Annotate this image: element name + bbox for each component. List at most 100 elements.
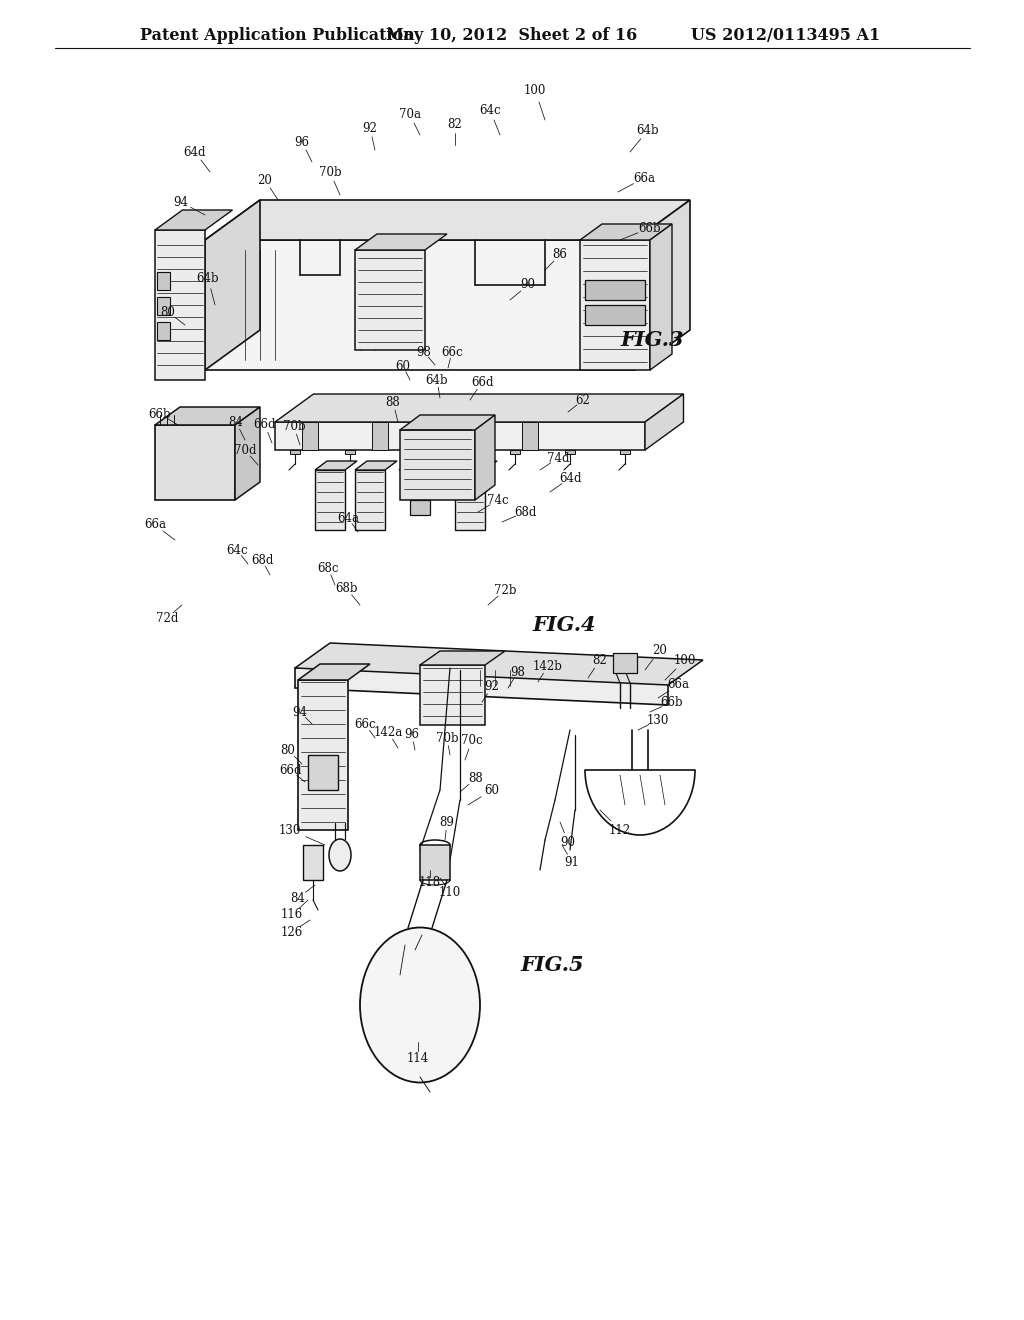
Text: 70a: 70a — [399, 108, 421, 121]
Text: 68d: 68d — [251, 553, 273, 566]
Text: 64b: 64b — [637, 124, 659, 136]
Text: US 2012/0113495 A1: US 2012/0113495 A1 — [691, 28, 880, 45]
Polygon shape — [157, 322, 170, 341]
Polygon shape — [355, 470, 385, 531]
Text: 96: 96 — [295, 136, 309, 149]
Text: 130: 130 — [279, 824, 301, 837]
Text: 66d: 66d — [279, 763, 301, 776]
Polygon shape — [345, 450, 355, 454]
Polygon shape — [295, 668, 668, 705]
Text: 80: 80 — [161, 305, 175, 318]
Text: 70b: 70b — [435, 731, 459, 744]
Text: 88: 88 — [386, 396, 400, 408]
Polygon shape — [295, 643, 703, 685]
Polygon shape — [455, 450, 465, 454]
Polygon shape — [372, 422, 388, 450]
Polygon shape — [522, 422, 538, 450]
Text: 116: 116 — [281, 908, 303, 921]
Text: 70b: 70b — [318, 165, 341, 178]
Polygon shape — [645, 393, 683, 450]
Polygon shape — [580, 240, 650, 370]
Polygon shape — [455, 470, 485, 531]
Text: 72d: 72d — [156, 611, 178, 624]
Text: 142a: 142a — [374, 726, 402, 738]
Text: 66a: 66a — [667, 678, 689, 692]
Text: 84: 84 — [228, 416, 244, 429]
Text: 114: 114 — [407, 1052, 429, 1064]
Text: 64d: 64d — [183, 145, 206, 158]
Polygon shape — [510, 450, 520, 454]
Text: 20: 20 — [258, 173, 272, 186]
Polygon shape — [420, 651, 505, 665]
Polygon shape — [155, 230, 205, 380]
Polygon shape — [315, 470, 345, 531]
Polygon shape — [420, 845, 450, 880]
Text: 92: 92 — [362, 121, 378, 135]
Text: 66b: 66b — [639, 222, 662, 235]
Text: 84: 84 — [291, 891, 305, 904]
Text: 62: 62 — [575, 393, 591, 407]
Polygon shape — [205, 201, 690, 240]
Polygon shape — [234, 407, 260, 500]
Text: 88: 88 — [469, 771, 483, 784]
Polygon shape — [298, 664, 370, 680]
Text: 66c: 66c — [354, 718, 376, 730]
Polygon shape — [155, 407, 260, 425]
Text: 66c: 66c — [441, 346, 463, 359]
Ellipse shape — [360, 928, 480, 1082]
Polygon shape — [290, 450, 300, 454]
Text: 94: 94 — [293, 705, 307, 718]
Text: 60: 60 — [395, 359, 411, 372]
Text: FIG.4: FIG.4 — [532, 615, 596, 635]
Polygon shape — [205, 240, 635, 370]
Text: 82: 82 — [447, 119, 463, 132]
Polygon shape — [455, 461, 497, 470]
Polygon shape — [580, 224, 672, 240]
Text: FIG.3: FIG.3 — [620, 330, 683, 350]
Polygon shape — [410, 500, 430, 515]
Polygon shape — [302, 422, 318, 450]
Polygon shape — [650, 224, 672, 370]
Text: 82: 82 — [593, 653, 607, 667]
Polygon shape — [400, 430, 475, 500]
Polygon shape — [613, 653, 637, 673]
Polygon shape — [585, 280, 645, 300]
Text: 64b: 64b — [426, 374, 449, 387]
Polygon shape — [157, 272, 170, 290]
Text: 74c: 74c — [487, 494, 509, 507]
Polygon shape — [275, 393, 683, 422]
Text: 89: 89 — [439, 816, 455, 829]
Text: 110: 110 — [439, 886, 461, 899]
Text: 60: 60 — [484, 784, 500, 796]
Text: 72b: 72b — [494, 583, 516, 597]
Text: May 10, 2012  Sheet 2 of 16: May 10, 2012 Sheet 2 of 16 — [386, 28, 638, 45]
Polygon shape — [620, 450, 630, 454]
Polygon shape — [452, 422, 468, 450]
Polygon shape — [275, 422, 645, 450]
Text: 68c: 68c — [317, 561, 339, 574]
Polygon shape — [298, 680, 348, 830]
Text: 74d: 74d — [547, 451, 569, 465]
Polygon shape — [400, 450, 410, 454]
Text: 70c: 70c — [461, 734, 482, 747]
Polygon shape — [205, 201, 260, 370]
Text: 86: 86 — [553, 248, 567, 261]
Polygon shape — [585, 305, 645, 325]
Text: FIG.5: FIG.5 — [520, 954, 584, 975]
Text: 126: 126 — [281, 925, 303, 939]
Text: 66a: 66a — [633, 172, 655, 185]
Polygon shape — [565, 450, 575, 454]
Text: 66a: 66a — [144, 519, 166, 532]
Text: 20: 20 — [652, 644, 668, 656]
Text: 70d: 70d — [233, 444, 256, 457]
Text: 130: 130 — [647, 714, 670, 726]
Polygon shape — [355, 234, 447, 249]
Text: Patent Application Publication: Patent Application Publication — [140, 28, 415, 45]
Text: 100: 100 — [524, 83, 546, 96]
Text: 100: 100 — [674, 653, 696, 667]
Polygon shape — [400, 414, 495, 430]
Text: 64a: 64a — [337, 511, 359, 524]
Text: 98: 98 — [511, 665, 525, 678]
Text: 90: 90 — [560, 836, 575, 849]
Polygon shape — [315, 461, 357, 470]
